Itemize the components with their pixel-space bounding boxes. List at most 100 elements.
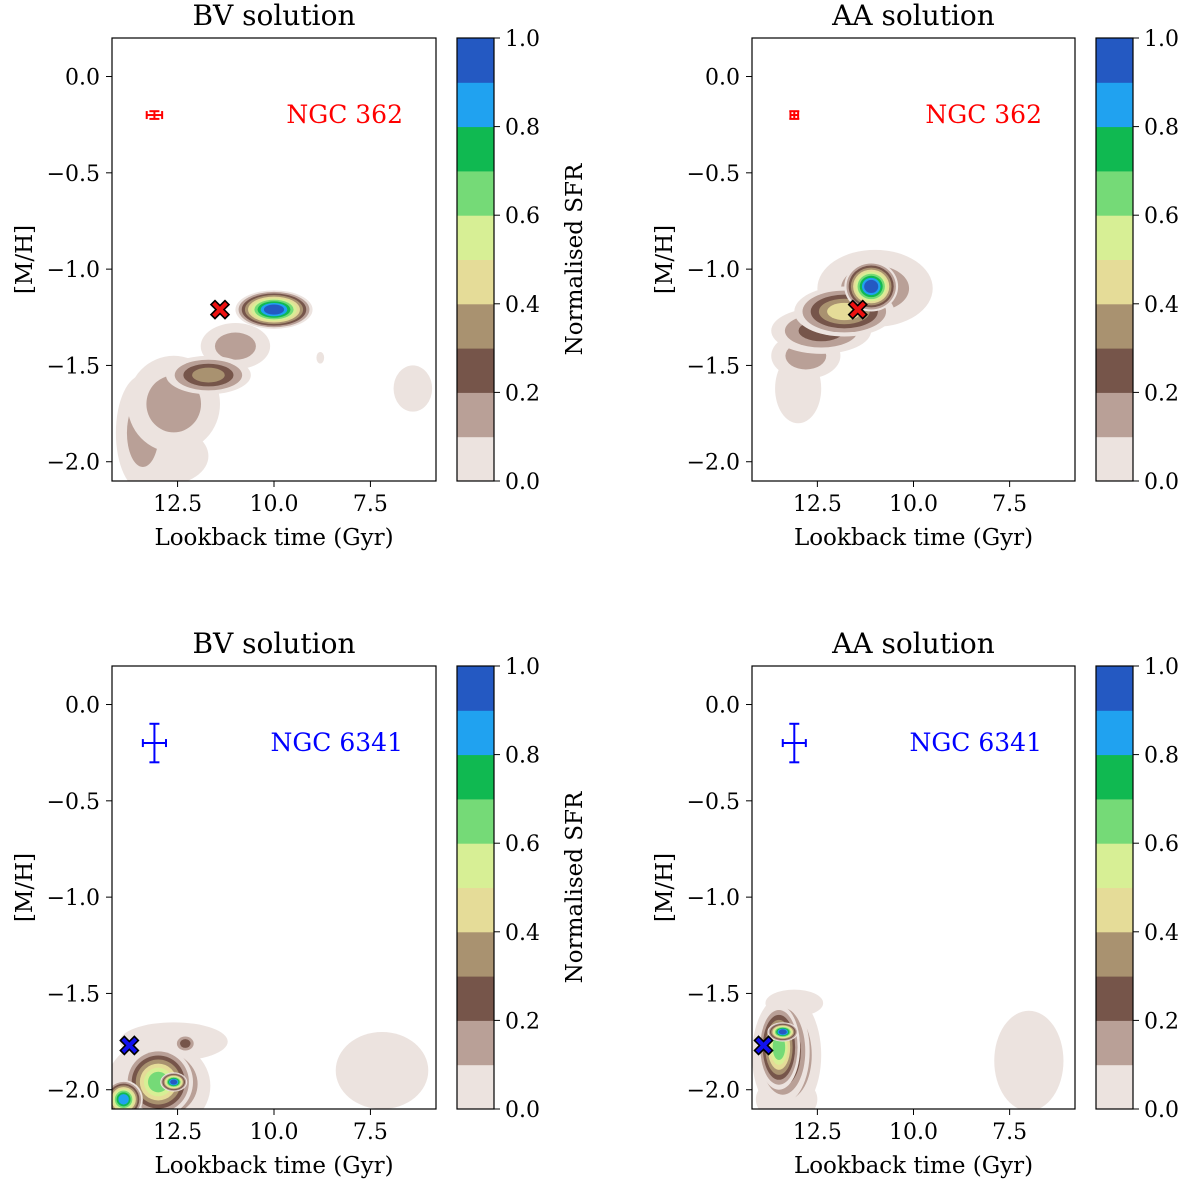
colorbar-tick-label: 0.4 [505,293,540,318]
y-tick-label: −2.0 [47,1079,100,1104]
sfr-contour [316,351,325,364]
cluster-name-label: NGC 362 [286,100,403,129]
x-tick-label: 10.0 [889,1120,938,1145]
colorbar-segment [457,710,494,756]
colorbar-segment [457,1064,494,1110]
colorbar-tick-label: 0.8 [1144,744,1179,769]
errorbar [781,722,807,764]
colorbar-segment [1096,259,1133,305]
sfr-heatmap [112,1022,429,1109]
colorbar-label: Normalised SFR [562,791,588,983]
colorbar-segment [457,754,494,800]
x-tick-label: 7.5 [353,1120,388,1145]
chart-panel-3: BV solution 12.5 10.0 7.5 0.0 −0.5 −1.0 −1.5 −2.… [12,627,588,1179]
colorbar-segment [1096,976,1133,1021]
colorbar-segment [1096,710,1133,756]
sfr-contour [170,1079,178,1085]
colorbar-segment [1096,38,1133,83]
y-tick-label: −1.0 [687,258,740,283]
y-tick-label: −1.5 [47,982,100,1007]
colorbar-frame [1095,665,1134,1110]
colorbar-segment [1096,1020,1133,1066]
y-tick-label: −0.5 [47,162,100,187]
colorbar-tick-label: 0.6 [505,832,540,857]
colorbar-segment [1096,887,1133,933]
cluster-marker [847,299,868,320]
errorbar [141,722,167,764]
colorbar-segment [457,1020,494,1066]
x-tick-label: 10.0 [250,1120,299,1145]
colorbar-tick-label: 0.4 [505,921,540,946]
colorbar-tick-label: 0.0 [1144,470,1179,495]
sfr-contour [118,1094,129,1105]
colorbar-segment [1096,170,1133,216]
x-tick-label: 7.5 [353,492,388,517]
sfr-heatmap [752,989,1064,1109]
errorbar [145,110,164,120]
x-tick-label: 10.0 [250,492,299,517]
colorbar-frame [1095,37,1134,482]
chart-panel-1: BV solution 12.5 10.0 7.5 0.0 −0.5 −1.0 −1.5 −2.… [12,0,588,551]
sfr-contour [214,332,256,360]
colorbar: 0.0 0.2 0.4 0.6 0.8 1.0 Normalised SFR [456,27,588,495]
colorbar-tick-label: 0.8 [1144,116,1179,141]
colorbar-segment [457,170,494,216]
colorbar-segment [1096,215,1133,260]
colorbar-tick-label: 0.4 [1144,921,1179,946]
x-tick-label: 12.5 [153,492,202,517]
colorbar-segment [1096,1064,1133,1110]
colorbar-segment [457,887,494,933]
colorbar-tick-label: 0.8 [505,116,540,141]
chart-panel-2: AA solution 12.5 10.0 7.5 0.0 −0.5 −1.0 −1.5 −2.… [652,0,1179,551]
y-axis-label: [M/H] [12,225,38,294]
sfr-contour [864,279,879,294]
sfr-contour [263,304,285,315]
chart-title: AA solution [831,0,995,32]
y-axis-label: [M/H] [652,225,678,294]
colorbar-segment [457,126,494,172]
colorbar-tick-label: 0.8 [505,744,540,769]
colorbar-segment [457,976,494,1021]
colorbar-tick-label: 1.0 [1144,655,1179,680]
colorbar-segment [457,843,494,888]
colorbar-segment [1096,843,1133,888]
colorbar-segment [1096,303,1133,349]
colorbar-tick-label: 0.6 [505,204,540,229]
colorbar-segment [1096,126,1133,172]
x-axis-label: Lookback time (Gyr) [794,1153,1033,1179]
cluster-name-label: NGC 6341 [909,728,1042,757]
cluster-marker [209,299,231,320]
colorbar-tick-label: 0.2 [505,381,540,406]
colorbar-segment [457,666,494,711]
errorbar [789,110,800,120]
colorbar-frame [456,665,495,1110]
y-axis-label: [M/H] [12,853,38,922]
x-tick-label: 12.5 [793,492,842,517]
sfr-heatmap [771,249,933,424]
x-axis-label: Lookback time (Gyr) [794,525,1033,551]
chart-title: AA solution [831,627,995,660]
sfr-contour [393,365,433,412]
colorbar-segment [457,259,494,305]
x-tick-label: 10.0 [889,492,938,517]
chart-panel-4: AA solution 12.5 10.0 7.5 0.0 −0.5 −1.0 −1.5 −2.… [652,627,1179,1179]
colorbar-tick-label: 1.0 [505,655,540,680]
y-tick-label: −1.0 [47,258,100,283]
y-tick-label: −1.5 [687,354,740,379]
colorbar-tick-label: 0.0 [505,470,540,495]
colorbar-segment [457,798,494,844]
y-tick-label: 0.0 [65,694,100,719]
colorbar-segment [457,38,494,83]
colorbar-label: Normalised SFR [562,163,588,355]
y-tick-label: −1.0 [47,886,100,911]
sfr-heatmap [115,290,433,481]
colorbar-segment [1096,82,1133,128]
x-tick-label: 12.5 [793,1120,842,1145]
sfr-contour [192,367,225,383]
colorbar-segment [1096,392,1133,438]
colorbar-segment [1096,436,1133,482]
y-tick-label: 0.0 [705,66,740,91]
colorbar-tick-label: 1.0 [505,27,540,52]
